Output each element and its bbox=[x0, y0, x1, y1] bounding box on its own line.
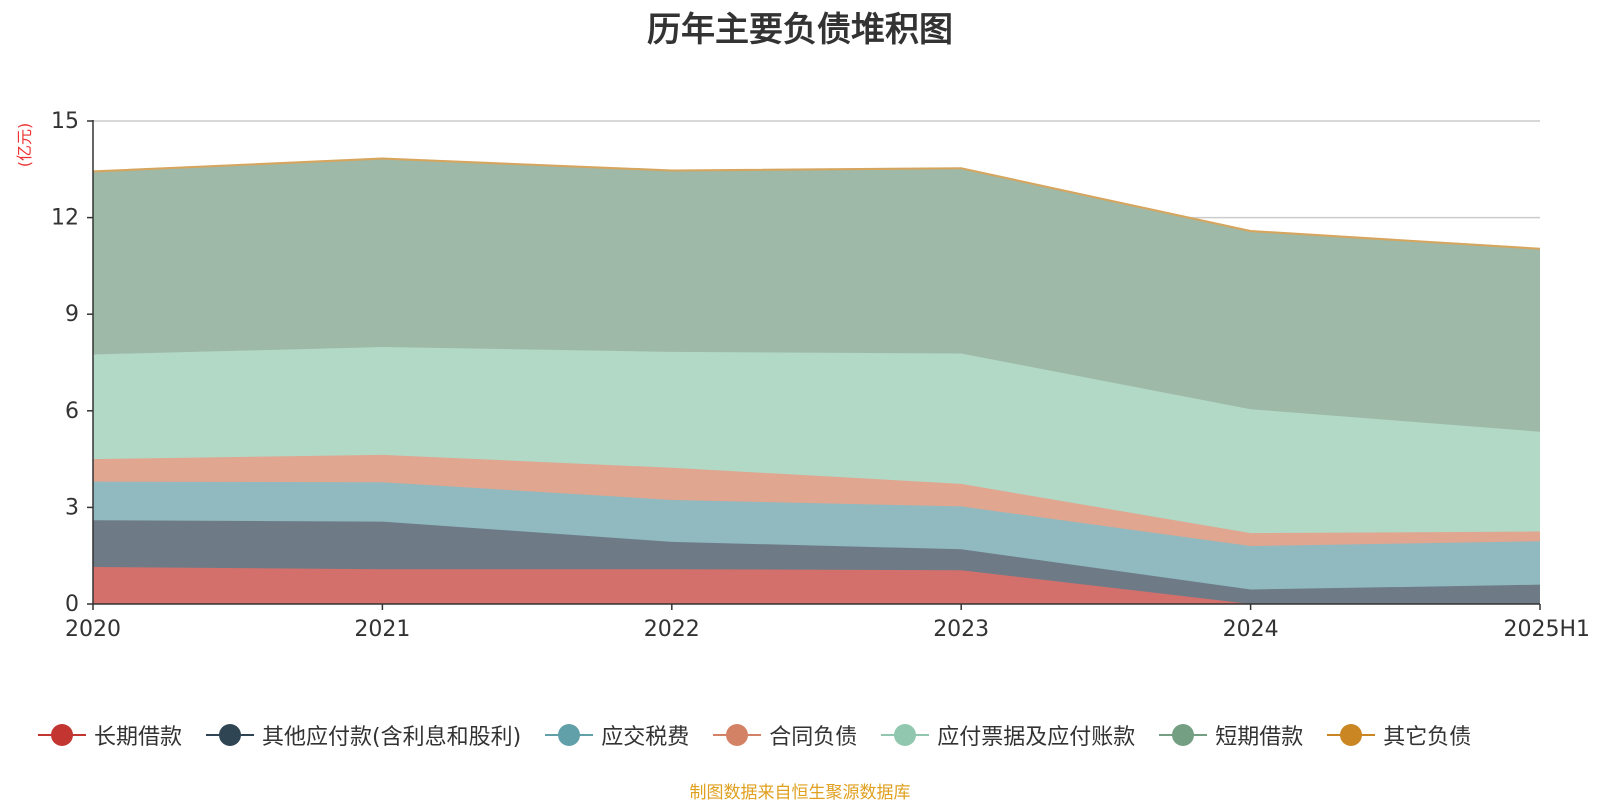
legend: 长期借款 其他应付款(含利息和股利) 应交税费 合同负债 应付票据及应付账款 短期借款 其它… bbox=[38, 718, 1578, 752]
source-note: 制图数据来自恒生聚源数据库 bbox=[689, 783, 911, 803]
legend-label: 其他应付款(含利息和股利) bbox=[262, 725, 522, 750]
y-tick-label: 6 bbox=[65, 399, 79, 424]
x-tick-label: 2024 bbox=[1223, 617, 1279, 642]
y-tick-label: 9 bbox=[65, 302, 79, 327]
legend-label: 合同负债 bbox=[769, 725, 858, 750]
legend-label: 短期借款 bbox=[1215, 725, 1304, 750]
y-axis-label: (亿元) bbox=[15, 123, 34, 168]
x-tick-label: 2022 bbox=[644, 617, 700, 642]
y-tick-label: 0 bbox=[65, 592, 79, 617]
legend-item[interactable]: 其它负债 bbox=[1327, 719, 1471, 751]
legend-marker-icon bbox=[38, 721, 86, 749]
legend-marker-icon bbox=[1159, 721, 1208, 749]
tick-labels: 0 3 6 9 12 15 2020 2021 2022 2023 2024 2025H1 bbox=[51, 109, 1590, 642]
legend-item[interactable]: 其他应付款(含利息和股利) bbox=[206, 719, 521, 751]
stacked-area-chart: 0 3 6 9 12 15 2020 2021 2022 2023 2024 2025H1 (亿元) bbox=[15, 109, 1590, 642]
legend-marker-icon bbox=[713, 721, 762, 749]
x-tick-label: 2025H1 bbox=[1503, 617, 1590, 642]
area-长期借款 bbox=[93, 566, 1540, 604]
x-tick-label: 2021 bbox=[354, 617, 410, 642]
chart-title: 历年主要负债堆积图 bbox=[647, 10, 953, 50]
legend-marker-icon bbox=[1327, 721, 1376, 749]
y-tick-label: 12 bbox=[51, 206, 79, 231]
area-其它负债 bbox=[93, 158, 1540, 250]
legend-label: 其它负债 bbox=[1383, 725, 1472, 750]
legend-item[interactable]: 短期借款 bbox=[1159, 719, 1303, 751]
legend-marker-icon bbox=[881, 721, 930, 749]
legend-label: 应交税费 bbox=[601, 725, 690, 750]
axes bbox=[87, 120, 1541, 610]
area-应付票据及应付账款 bbox=[93, 347, 1540, 534]
legend-item[interactable]: 长期借款 bbox=[38, 719, 182, 751]
area-短期借款 bbox=[93, 159, 1540, 432]
legend-item[interactable]: 应交税费 bbox=[545, 719, 689, 751]
area-其他应付款(含利息和股利) bbox=[93, 520, 1540, 604]
x-tick-label: 2023 bbox=[933, 617, 989, 642]
legend-label: 长期借款 bbox=[94, 725, 183, 750]
y-tick-label: 3 bbox=[65, 495, 79, 520]
area-应交税费 bbox=[93, 481, 1540, 590]
legend-item[interactable]: 应付票据及应付账款 bbox=[881, 719, 1135, 751]
legend-label: 应付票据及应付账款 bbox=[937, 725, 1136, 750]
y-tick-label: 15 bbox=[51, 109, 79, 134]
area-series bbox=[92, 157, 1541, 605]
legend-marker-icon bbox=[545, 721, 594, 749]
area-合同负债 bbox=[93, 454, 1540, 547]
legend-marker-icon bbox=[206, 721, 255, 749]
legend-item[interactable]: 合同负债 bbox=[713, 719, 857, 751]
x-tick-label: 2020 bbox=[65, 617, 121, 642]
series-line-其它负债 bbox=[92, 157, 1541, 249]
